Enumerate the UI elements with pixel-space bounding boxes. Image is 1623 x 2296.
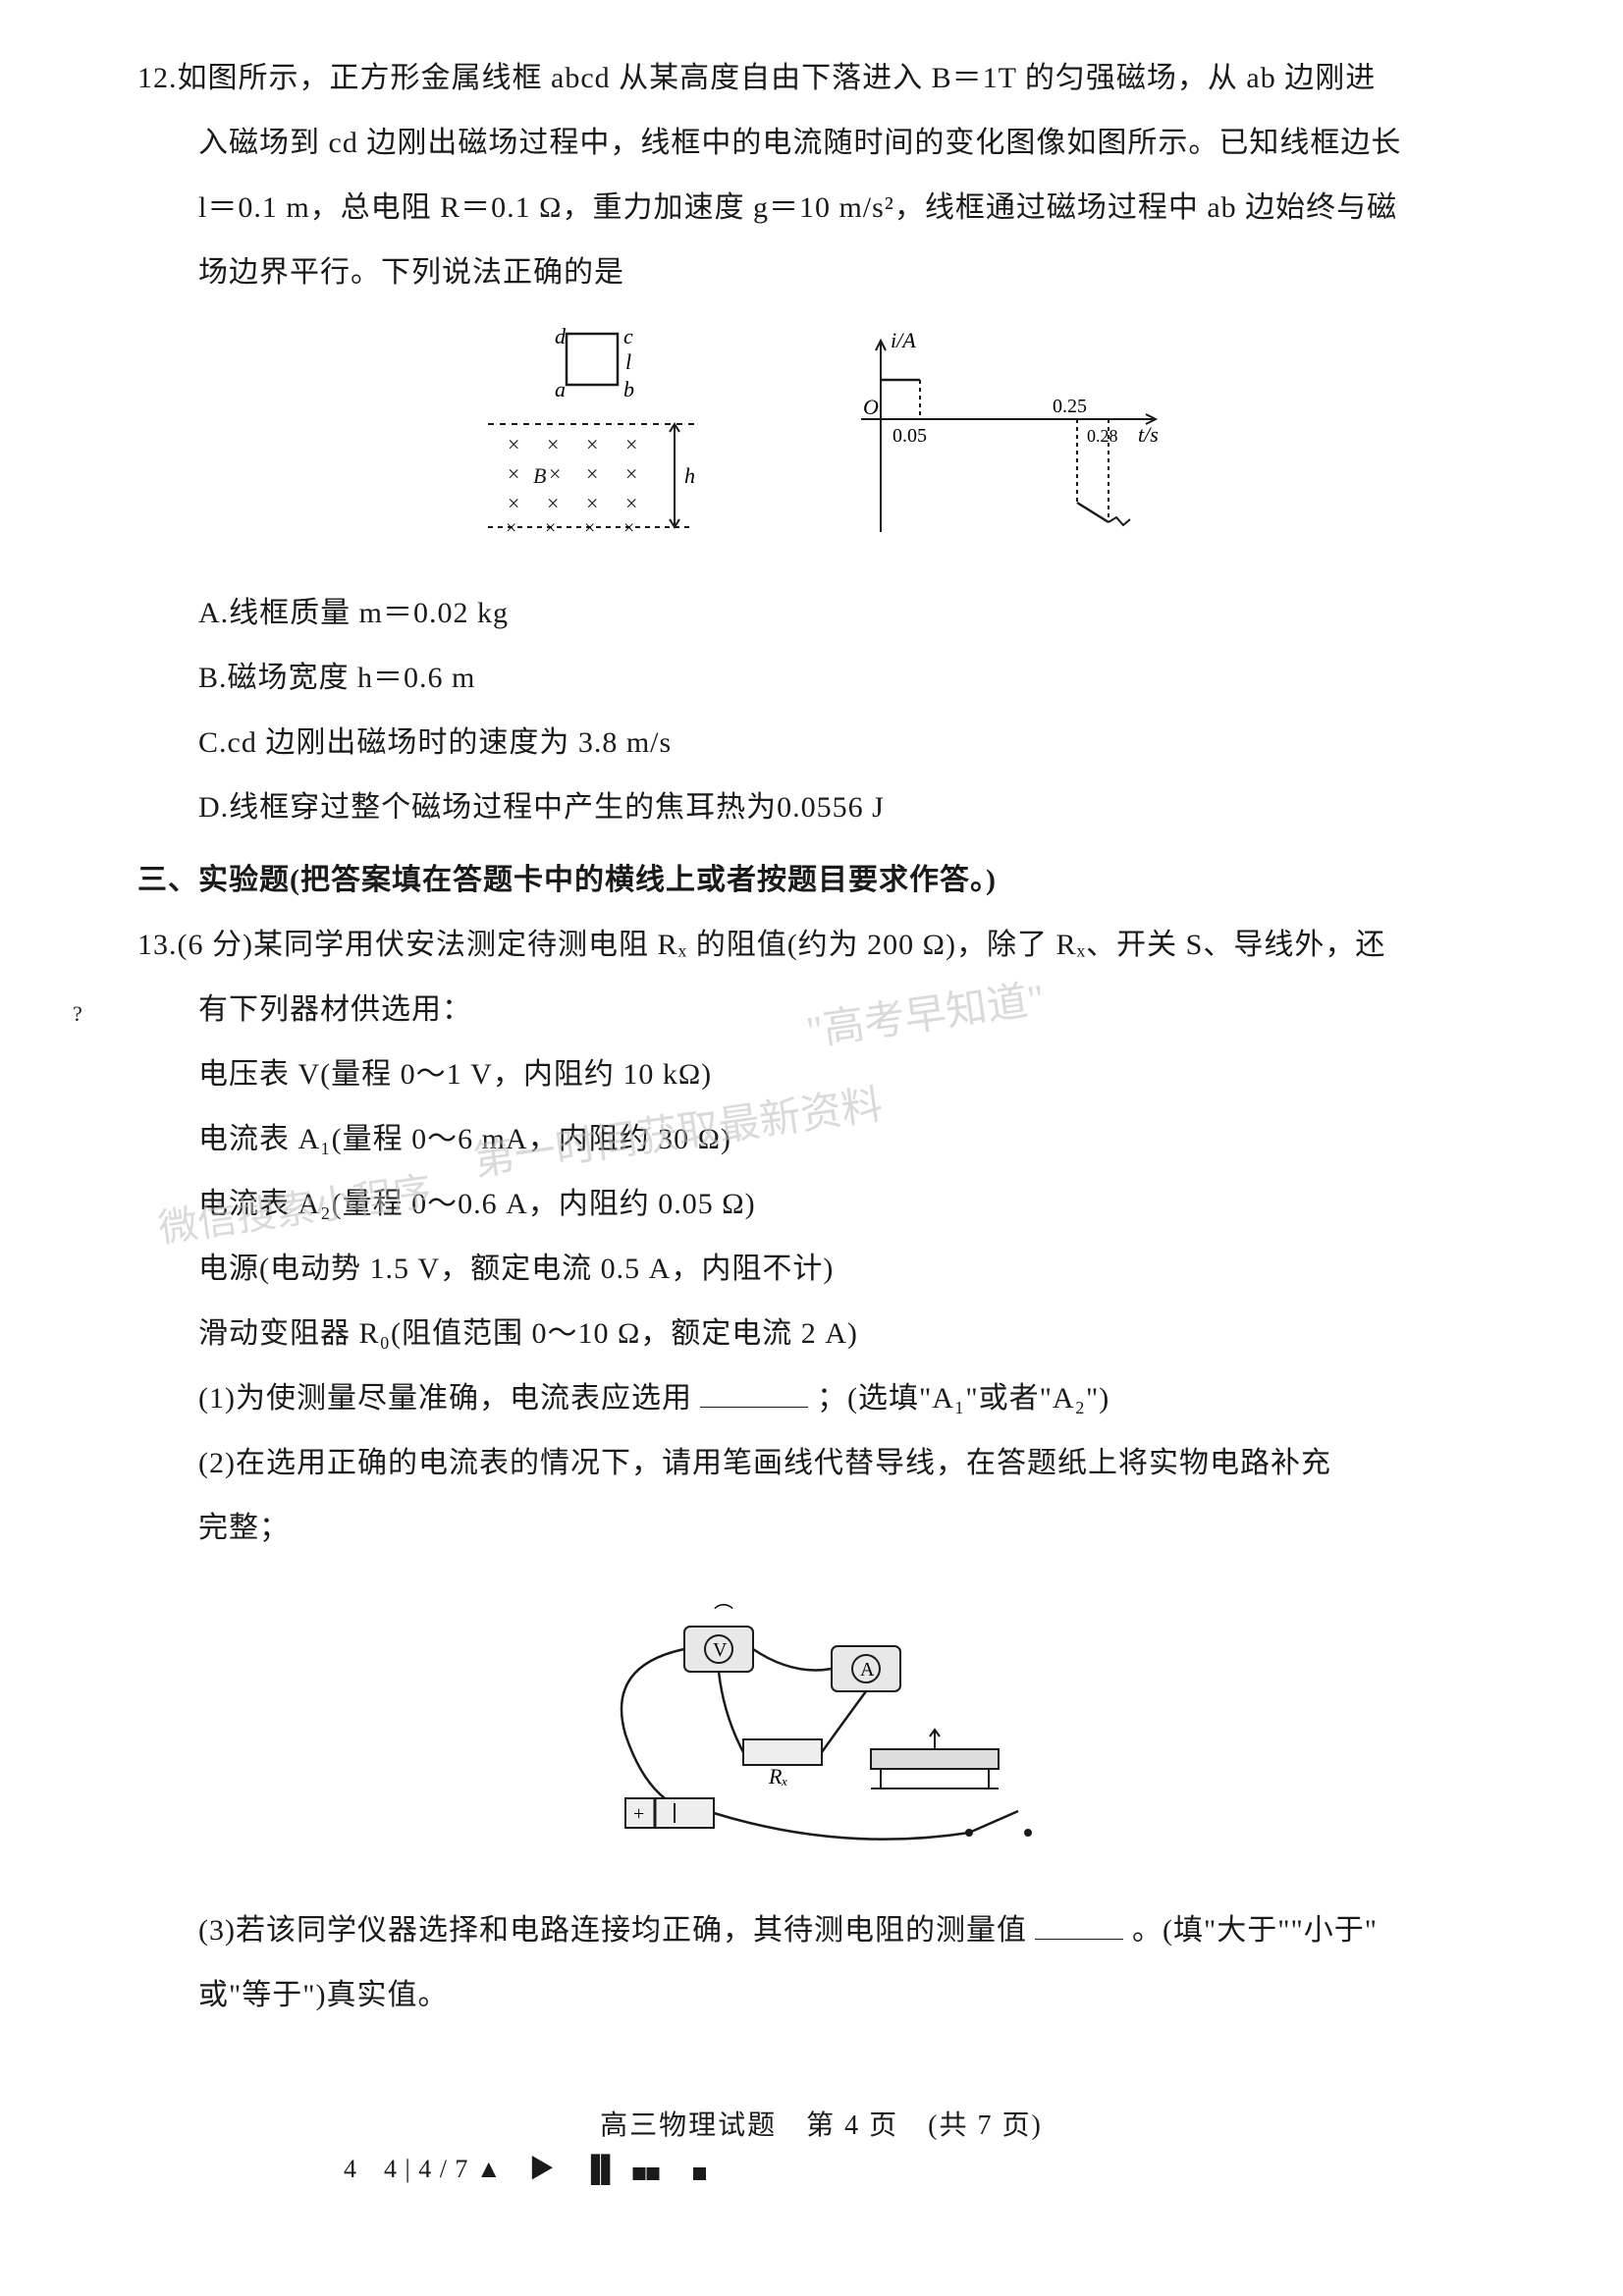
q12-line3: l＝0.1 m，总电阻 R＝0.1 Ω，重力加速度 g＝10 m/s²，线框通过… [137,179,1505,238]
binding-mark-icon: ? [73,1001,82,1027]
label-d: d [555,326,567,348]
q13-sub3: (3)若该同学仪器选择和电路连接均正确，其待测电阻的测量值 。(填"大于""小于… [137,1901,1505,1960]
t3-label: 0.28 [1087,426,1118,446]
svg-text:×: × [586,461,598,486]
label-a: a [555,377,566,401]
label-l: l [625,349,631,374]
svg-text:+: + [633,1803,644,1825]
q13-sub1: (1)为使测量尽量准确，电流表应选用 ；(选填"A₁"或者"A₂") [137,1369,1505,1428]
section3-heading: 三、实验题(把答案填在答题卡中的横线上或者按题目要求作答。) [137,851,1505,910]
svg-text:×: × [545,517,556,539]
label-h: h [684,463,695,488]
svg-text:⌒: ⌒ [714,1603,733,1626]
q13-head1: 13.(6 分)某同学用伏安法测定待测电阻 Rₓ 的阻值(约为 200 Ω)，除… [137,916,1505,975]
svg-text:×: × [508,432,519,456]
svg-text:×: × [625,432,637,456]
q12-line1: 12.如图所示，正方形金属线框 abcd 从某高度自由下落进入 B＝1T 的匀强… [137,49,1505,108]
t2-label: 0.25 [1053,396,1087,417]
svg-text:×: × [586,432,598,456]
label-b: b [623,377,634,401]
svg-text:×: × [586,491,598,515]
svg-text:×: × [547,432,559,456]
label-c: c [623,326,633,348]
q12-line4: 场边界平行。下列说法正确的是 [137,243,1505,302]
svg-text:Rₓ: Rₓ [768,1764,788,1789]
bottom-scan-artifact: 4 4 | 4 / 7 ▲ ▶ ▐▌▗▖ ▗ [137,2149,1505,2185]
svg-text:B: B [533,463,546,488]
circuit-diagram-wrap: V ⌒ A Rₓ + [137,1577,1505,1872]
svg-text:×: × [584,517,595,539]
q12-figures: d c a b l ×××× ×B××× ×××× ×××× h [137,326,1505,557]
loop-field-diagram: d c a b l ×××× ×B××× ×××× ×××× h [468,326,724,557]
axis-i: i/A [891,328,916,352]
svg-text:V: V [713,1639,728,1661]
t1-label: 0.05 [893,425,927,447]
q13-head2: 有下列器材供选用： [137,981,1505,1040]
q12-choice-d: D.线框穿过整个磁场过程中产生的焦耳热为0.0556 J [137,778,1505,837]
q13-sub3c: 或"等于")真实值。 [137,1966,1505,2025]
svg-text:×: × [625,461,637,486]
q13-number: 13. [137,929,178,961]
svg-text:×: × [549,461,561,486]
current-time-graph: i/A t/s O 0.05 0.25 0.28 [822,326,1175,557]
q13-item2: 电流表 A₁(量程 0～6 mA，内阻约 30 Ω) [137,1110,1505,1169]
svg-text:×: × [625,491,637,515]
q13-item4: 电源(电动势 1.5 V，额定电流 0.5 A，内阻不计) [137,1240,1505,1299]
svg-text:×: × [508,491,519,515]
q12-number: 12. [137,62,178,94]
q12-choice-c: C.cd 边刚出磁场时的速度为 3.8 m/s [137,714,1505,773]
q12-choice-b: B.磁场宽度 h＝0.6 m [137,649,1505,708]
q12-choice-a: A.线框质量 m＝0.02 kg [137,584,1505,643]
svg-text:×: × [508,461,519,486]
q13-item3: 电流表 A₂(量程 0～0.6 A，内阻约 0.05 Ω) [137,1175,1505,1234]
svg-text:×: × [547,491,559,515]
circuit-diagram: V ⌒ A Rₓ + [547,1577,1097,1872]
q13-item5: 滑动变阻器 R₀(阻值范围 0～10 Ω，额定电流 2 A) [137,1305,1505,1363]
svg-text:A: A [860,1659,875,1681]
q13-sub2b: 完整； [137,1499,1505,1558]
q12-line2: 入磁场到 cd 边刚出磁场过程中，线框中的电流随时间的变化图像如图所示。已知线框… [137,114,1505,173]
blank-compare[interactable] [1035,1909,1123,1941]
svg-text:×: × [506,517,516,539]
origin: O [863,395,879,419]
svg-text:×: × [623,517,634,539]
axis-t: t/s [1138,422,1159,447]
q13-sub2a: (2)在选用正确的电流表的情况下，请用笔画线代替导线，在答题纸上将实物电路补充 [137,1434,1505,1493]
page-footer: 高三物理试题 第 4 页 (共 7 页) [137,2104,1505,2143]
blank-ammeter-choice[interactable] [700,1377,808,1409]
q13-item1: 电压表 V(量程 0～1 V，内阻约 10 kΩ) [137,1045,1505,1104]
